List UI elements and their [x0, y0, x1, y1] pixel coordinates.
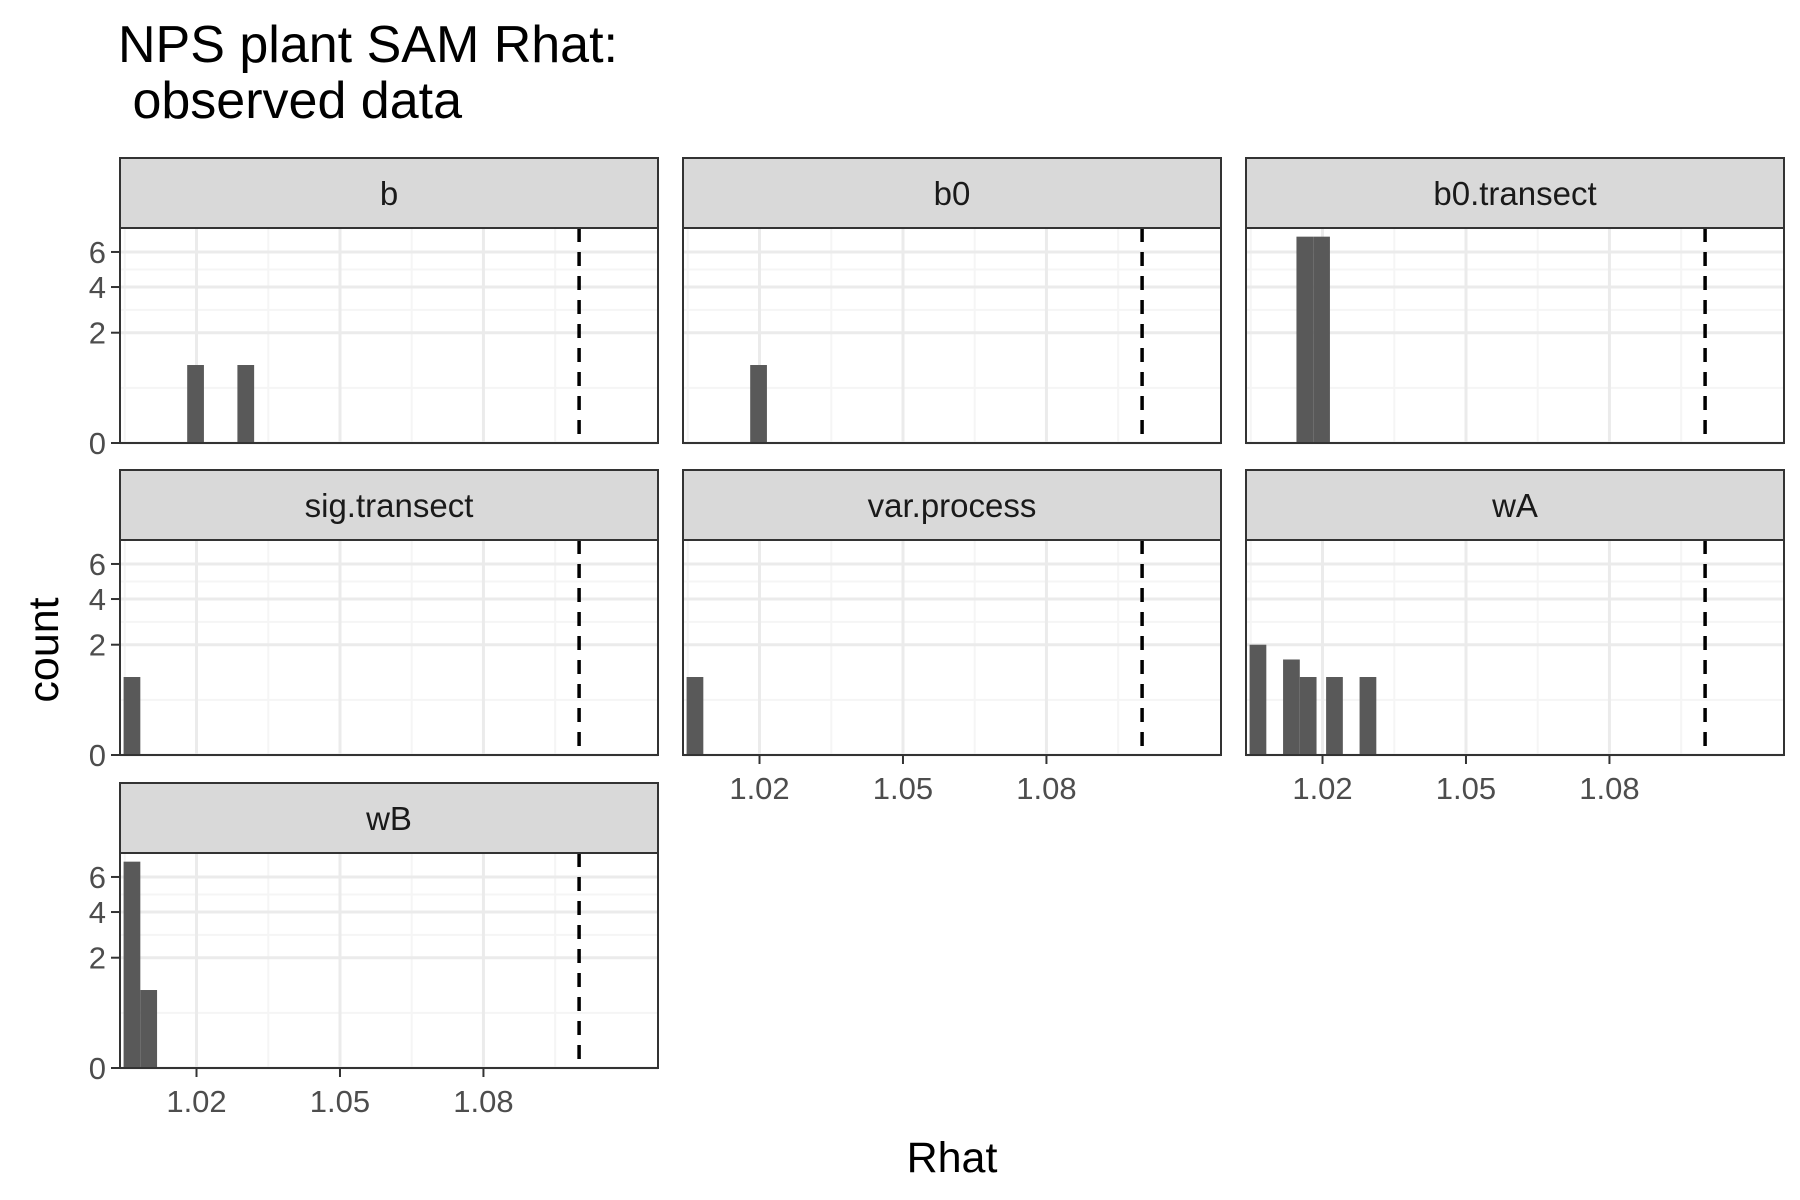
facet-sig-transect: sig.transect 0 2 46 [89, 469, 659, 773]
y-tick-label: 4 [89, 270, 106, 305]
facet-strip-label: var.process [868, 487, 1037, 524]
y-tick-label: 0 [89, 1051, 106, 1086]
chart-title-line-2: observed data [118, 72, 462, 130]
x-tick-label: 1.08 [453, 1084, 513, 1119]
y-tick-label: 6 [89, 547, 106, 582]
histogram-bar [1296, 236, 1314, 443]
histogram-bar [686, 677, 704, 755]
histogram-bar [187, 365, 204, 443]
facet-strip [1245, 157, 1785, 229]
chart-title-line-1: NPS plant SAM Rhat: [118, 16, 618, 74]
facet-strip [119, 469, 659, 541]
x-tick-label: 1.05 [1436, 771, 1496, 806]
facet-wa: wA 1.02 1.05 1.08 [1245, 469, 1785, 806]
facet-strip-label: sig.transect [305, 487, 474, 524]
x-tick-label: 1.08 [1579, 771, 1639, 806]
y-tick-label: 2 [89, 941, 106, 976]
panel-background [120, 540, 658, 755]
y-tick-label: 0 [89, 738, 106, 773]
histogram-bar [237, 365, 255, 443]
y-tick-label: 0 [89, 426, 106, 461]
facet-b0: b0 [682, 157, 1222, 445]
panel-background [120, 228, 658, 443]
histogram-bar [1249, 644, 1267, 755]
facet-strip [682, 469, 1222, 541]
y-tick-label: 6 [89, 235, 106, 270]
panel-background [683, 228, 1221, 443]
histogram-bar [1299, 677, 1317, 755]
x-tick-label: 1.05 [310, 1084, 370, 1119]
facet-b0-transect: b0.transect [1245, 157, 1785, 445]
panel-background [1246, 228, 1784, 443]
y-tick-label: 2 [89, 316, 106, 351]
facet-strip [119, 157, 659, 229]
facet-strip [119, 782, 659, 854]
histogram-bar [1359, 677, 1377, 755]
histogram-bar [750, 365, 767, 443]
histogram-bar [1313, 236, 1330, 443]
facet-strip-label: b0 [934, 175, 971, 212]
facet-wb: wB 0 2 46 1.02 1.05 1.08 [89, 782, 659, 1119]
panel-background [683, 540, 1221, 755]
facet-strip [1245, 469, 1785, 541]
x-tick-label: 1.08 [1016, 771, 1076, 806]
x-tick-label: 1.02 [1292, 771, 1352, 806]
facet-b: b 0 2 46 [89, 157, 659, 461]
x-tick-label: 1.05 [873, 771, 933, 806]
y-tick-label: 6 [89, 860, 106, 895]
facet-strip-label: b0.transect [1433, 175, 1596, 212]
histogram-bar [1326, 677, 1343, 755]
x-axis-title: Rhat [907, 1134, 998, 1182]
histogram-bar [140, 990, 158, 1068]
facet-strip-label: wA [1491, 487, 1538, 524]
panel-background [120, 853, 658, 1068]
x-tick-label: 1.02 [166, 1084, 226, 1119]
facet-strip [682, 157, 1222, 229]
histogram-bar [1283, 659, 1300, 755]
histogram-bar [123, 861, 141, 1068]
y-tick-label: 2 [89, 628, 106, 663]
y-axis-title: count [20, 597, 68, 702]
facet-strip-label: wB [365, 800, 412, 837]
x-tick-label: 1.02 [729, 771, 789, 806]
y-tick-label: 4 [89, 582, 106, 617]
y-tick-label: 4 [89, 895, 106, 930]
facet-strip-label: b [380, 175, 398, 212]
histogram-bar [123, 677, 141, 755]
facet-var-process: var.process 1.02 1.05 1.08 [682, 469, 1222, 806]
